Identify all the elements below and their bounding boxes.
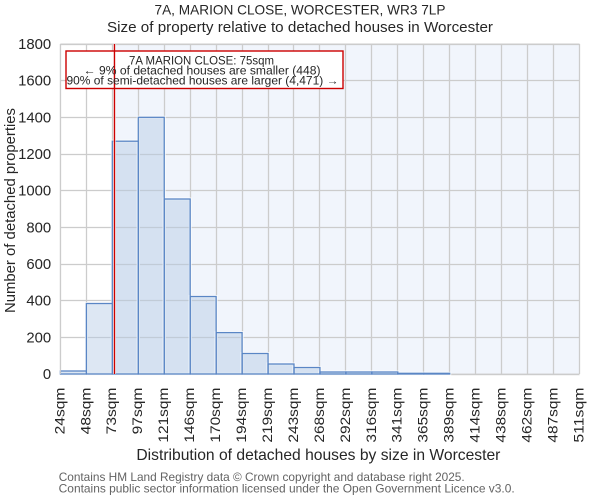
svg-text:243sqm: 243sqm [286,388,302,443]
svg-text:← 9% of detached houses are sm: ← 9% of detached houses are smaller (448… [84,63,321,77]
svg-text:292sqm: 292sqm [338,388,354,443]
svg-text:Contains HM Land Registry data: Contains HM Land Registry data © Crown c… [59,470,465,484]
svg-text:511sqm: 511sqm [571,388,587,443]
svg-text:389sqm: 389sqm [442,388,458,443]
svg-text:219sqm: 219sqm [260,388,276,443]
svg-text:Contains public sector informa: Contains public sector information licen… [59,482,515,496]
svg-text:268sqm: 268sqm [312,388,328,443]
svg-text:400: 400 [26,294,51,310]
svg-text:1800: 1800 [18,37,51,53]
svg-text:Size of property relative to d: Size of property relative to detached ho… [107,19,493,36]
svg-text:1200: 1200 [18,147,51,163]
svg-text:121sqm: 121sqm [156,388,172,443]
svg-text:365sqm: 365sqm [416,388,432,443]
svg-text:194sqm: 194sqm [234,388,250,443]
svg-text:487sqm: 487sqm [545,388,561,443]
svg-text:414sqm: 414sqm [468,388,484,443]
svg-text:Number of detached properties: Number of detached properties [3,108,19,313]
svg-text:7A MARION CLOSE: 75sqm: 7A MARION CLOSE: 75sqm [129,54,274,67]
svg-text:600: 600 [26,257,51,273]
svg-text:1400: 1400 [18,110,51,126]
svg-text:97sqm: 97sqm [130,388,146,435]
svg-text:341sqm: 341sqm [390,388,406,443]
svg-text:800: 800 [26,220,51,236]
svg-text:438sqm: 438sqm [494,388,510,443]
svg-text:0: 0 [43,367,51,383]
svg-text:200: 200 [26,330,51,346]
svg-text:24sqm: 24sqm [52,388,68,435]
svg-text:146sqm: 146sqm [182,388,198,443]
svg-text:73sqm: 73sqm [104,388,120,435]
svg-text:462sqm: 462sqm [519,388,535,443]
svg-text:90% of semi-detached houses ar: 90% of semi-detached houses are larger (… [67,75,339,88]
svg-text:7A, MARION CLOSE, WORCESTER, W: 7A, MARION CLOSE, WORCESTER, WR3 7LP [155,2,446,17]
svg-text:1000: 1000 [18,184,51,200]
svg-text:170sqm: 170sqm [208,388,224,443]
svg-text:48sqm: 48sqm [78,388,94,435]
svg-text:1600: 1600 [18,74,51,90]
svg-text:316sqm: 316sqm [364,388,380,443]
svg-text:Distribution of detached house: Distribution of detached houses by size … [136,447,500,464]
